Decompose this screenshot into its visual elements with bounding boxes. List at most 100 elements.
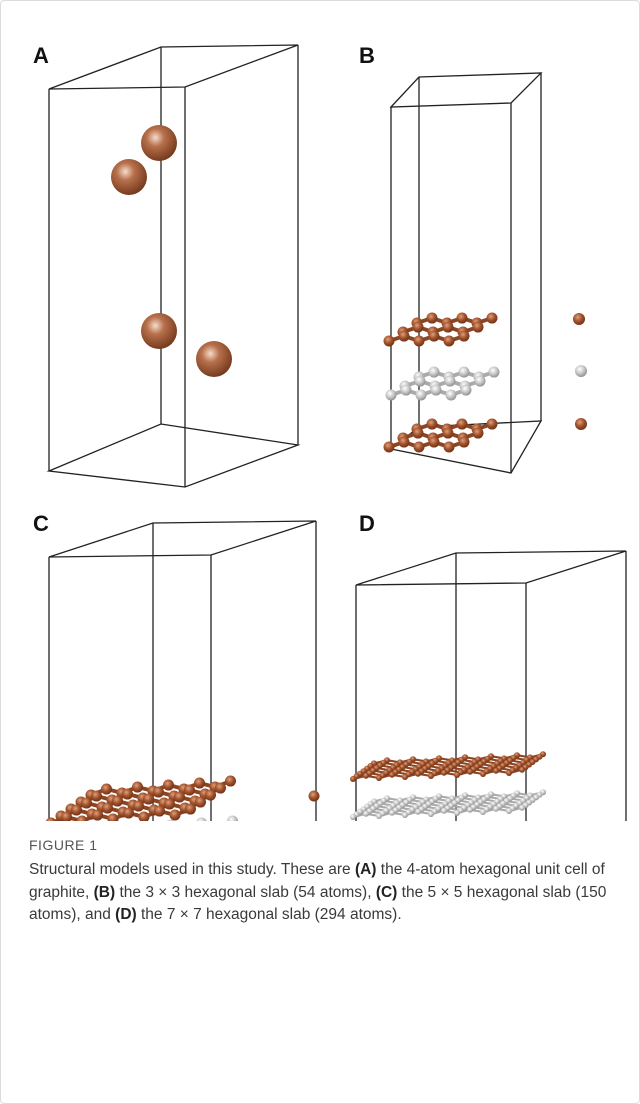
atom	[428, 811, 434, 817]
caption-segment: the 3 × 3 hexagonal slab (54 atoms),	[115, 884, 376, 901]
atom	[196, 341, 232, 377]
atom-layer	[350, 789, 546, 820]
atom	[416, 390, 427, 401]
caption-segment: (D)	[115, 906, 137, 923]
atom	[446, 390, 457, 401]
atom	[431, 385, 442, 396]
atom	[164, 799, 175, 810]
figure-graphic: A B C D	[1, 1, 640, 821]
atom	[467, 769, 473, 775]
atom	[384, 336, 395, 347]
atom	[401, 385, 412, 396]
atom	[413, 322, 424, 333]
atom	[112, 796, 123, 807]
atom	[350, 776, 356, 782]
atom	[154, 806, 165, 817]
atom-layer	[46, 776, 237, 821]
atom	[225, 776, 236, 787]
atom	[506, 808, 512, 814]
cell-edge	[391, 73, 541, 107]
atom	[350, 814, 356, 820]
atom	[519, 805, 525, 811]
atom	[445, 376, 456, 387]
atom	[467, 807, 473, 813]
atom	[122, 789, 133, 800]
atom	[46, 818, 57, 822]
atom	[573, 313, 585, 325]
atom	[185, 804, 196, 815]
atom	[399, 437, 410, 448]
caption-segment: (A)	[355, 861, 377, 878]
atom	[428, 773, 434, 779]
atom	[174, 792, 185, 803]
atom	[457, 419, 468, 430]
atom	[132, 782, 143, 793]
atom	[77, 816, 88, 822]
atom	[414, 442, 425, 453]
atom	[493, 768, 499, 774]
atom	[457, 313, 468, 324]
atom	[487, 313, 498, 324]
atom	[402, 812, 408, 818]
atom	[123, 808, 134, 819]
atom	[227, 816, 238, 821]
atom	[195, 797, 206, 808]
caption-segment: (B)	[94, 884, 116, 901]
caption-label: FIGURE 1	[29, 837, 619, 853]
atom	[194, 778, 205, 789]
atom	[459, 331, 470, 342]
atom	[170, 810, 181, 821]
atom	[480, 809, 486, 815]
atom	[309, 791, 320, 802]
atom	[415, 809, 421, 815]
atom	[575, 418, 587, 430]
atom	[111, 159, 147, 195]
atom	[444, 336, 455, 347]
atom	[81, 798, 92, 809]
atom	[402, 774, 408, 780]
atom-layer	[384, 313, 498, 347]
atom	[139, 812, 150, 822]
atom	[454, 810, 460, 816]
atom	[413, 428, 424, 439]
caption-segment: the 7 × 7 hexagonal slab (294 atoms).	[137, 906, 402, 923]
caption-segment: (C)	[376, 884, 398, 901]
atom	[133, 801, 144, 812]
caption: FIGURE 1 Structural models used in this …	[29, 837, 619, 927]
atom	[443, 428, 454, 439]
atom	[441, 808, 447, 814]
atom	[389, 772, 395, 778]
atom	[205, 790, 216, 801]
atom	[376, 775, 382, 781]
atom	[443, 322, 454, 333]
atom	[92, 810, 103, 821]
caption-segment: Structural models used in this study. Th…	[29, 861, 355, 878]
atom	[184, 785, 195, 796]
atom	[506, 770, 512, 776]
atom	[444, 442, 455, 453]
atom	[386, 390, 397, 401]
atom	[473, 322, 484, 333]
atom	[389, 810, 395, 816]
caption-text: Structural models used in this study. Th…	[29, 859, 619, 927]
atom	[493, 806, 499, 812]
atom	[519, 767, 525, 773]
atom-layer	[386, 367, 500, 401]
cell-edge	[49, 424, 298, 487]
atom	[141, 313, 177, 349]
atom	[108, 814, 119, 822]
atom	[71, 805, 82, 816]
atom	[429, 331, 440, 342]
atom	[163, 780, 174, 791]
atom	[102, 803, 113, 814]
atom	[575, 365, 587, 377]
atom	[427, 419, 438, 430]
atom	[473, 428, 484, 439]
atom	[363, 811, 369, 817]
cell-edge	[356, 551, 626, 585]
atom	[196, 818, 207, 821]
atom	[414, 336, 425, 347]
atom	[376, 813, 382, 819]
atom-layer	[350, 751, 546, 782]
atom	[489, 367, 500, 378]
